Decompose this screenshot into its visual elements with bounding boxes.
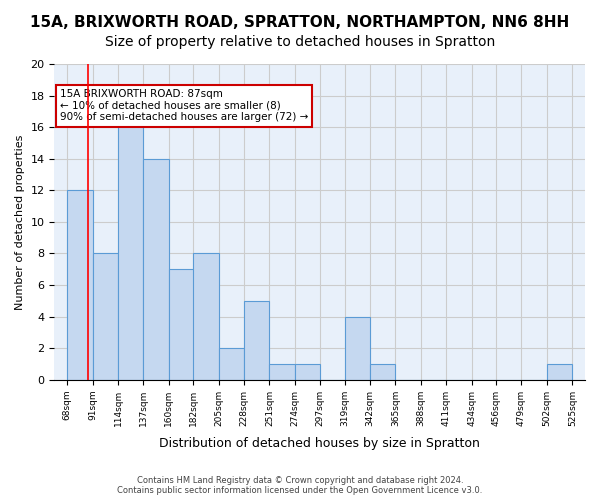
Text: Contains HM Land Registry data © Crown copyright and database right 2024.
Contai: Contains HM Land Registry data © Crown c… bbox=[118, 476, 482, 495]
Text: 15A, BRIXWORTH ROAD, SPRATTON, NORTHAMPTON, NN6 8HH: 15A, BRIXWORTH ROAD, SPRATTON, NORTHAMPT… bbox=[31, 15, 569, 30]
Bar bbox=[118, 112, 143, 380]
Bar bbox=[295, 364, 320, 380]
Bar bbox=[344, 316, 370, 380]
Text: Size of property relative to detached houses in Spratton: Size of property relative to detached ho… bbox=[105, 35, 495, 49]
Bar bbox=[218, 348, 244, 380]
Bar bbox=[92, 254, 118, 380]
Bar bbox=[370, 364, 395, 380]
X-axis label: Distribution of detached houses by size in Spratton: Distribution of detached houses by size … bbox=[159, 437, 480, 450]
Y-axis label: Number of detached properties: Number of detached properties bbox=[15, 134, 25, 310]
Bar bbox=[269, 364, 295, 380]
Bar bbox=[67, 190, 92, 380]
Bar bbox=[244, 301, 269, 380]
Text: 15A BRIXWORTH ROAD: 87sqm
← 10% of detached houses are smaller (8)
90% of semi-d: 15A BRIXWORTH ROAD: 87sqm ← 10% of detac… bbox=[60, 90, 308, 122]
Bar bbox=[143, 158, 169, 380]
Bar bbox=[547, 364, 572, 380]
Bar bbox=[169, 270, 194, 380]
Bar bbox=[193, 254, 218, 380]
